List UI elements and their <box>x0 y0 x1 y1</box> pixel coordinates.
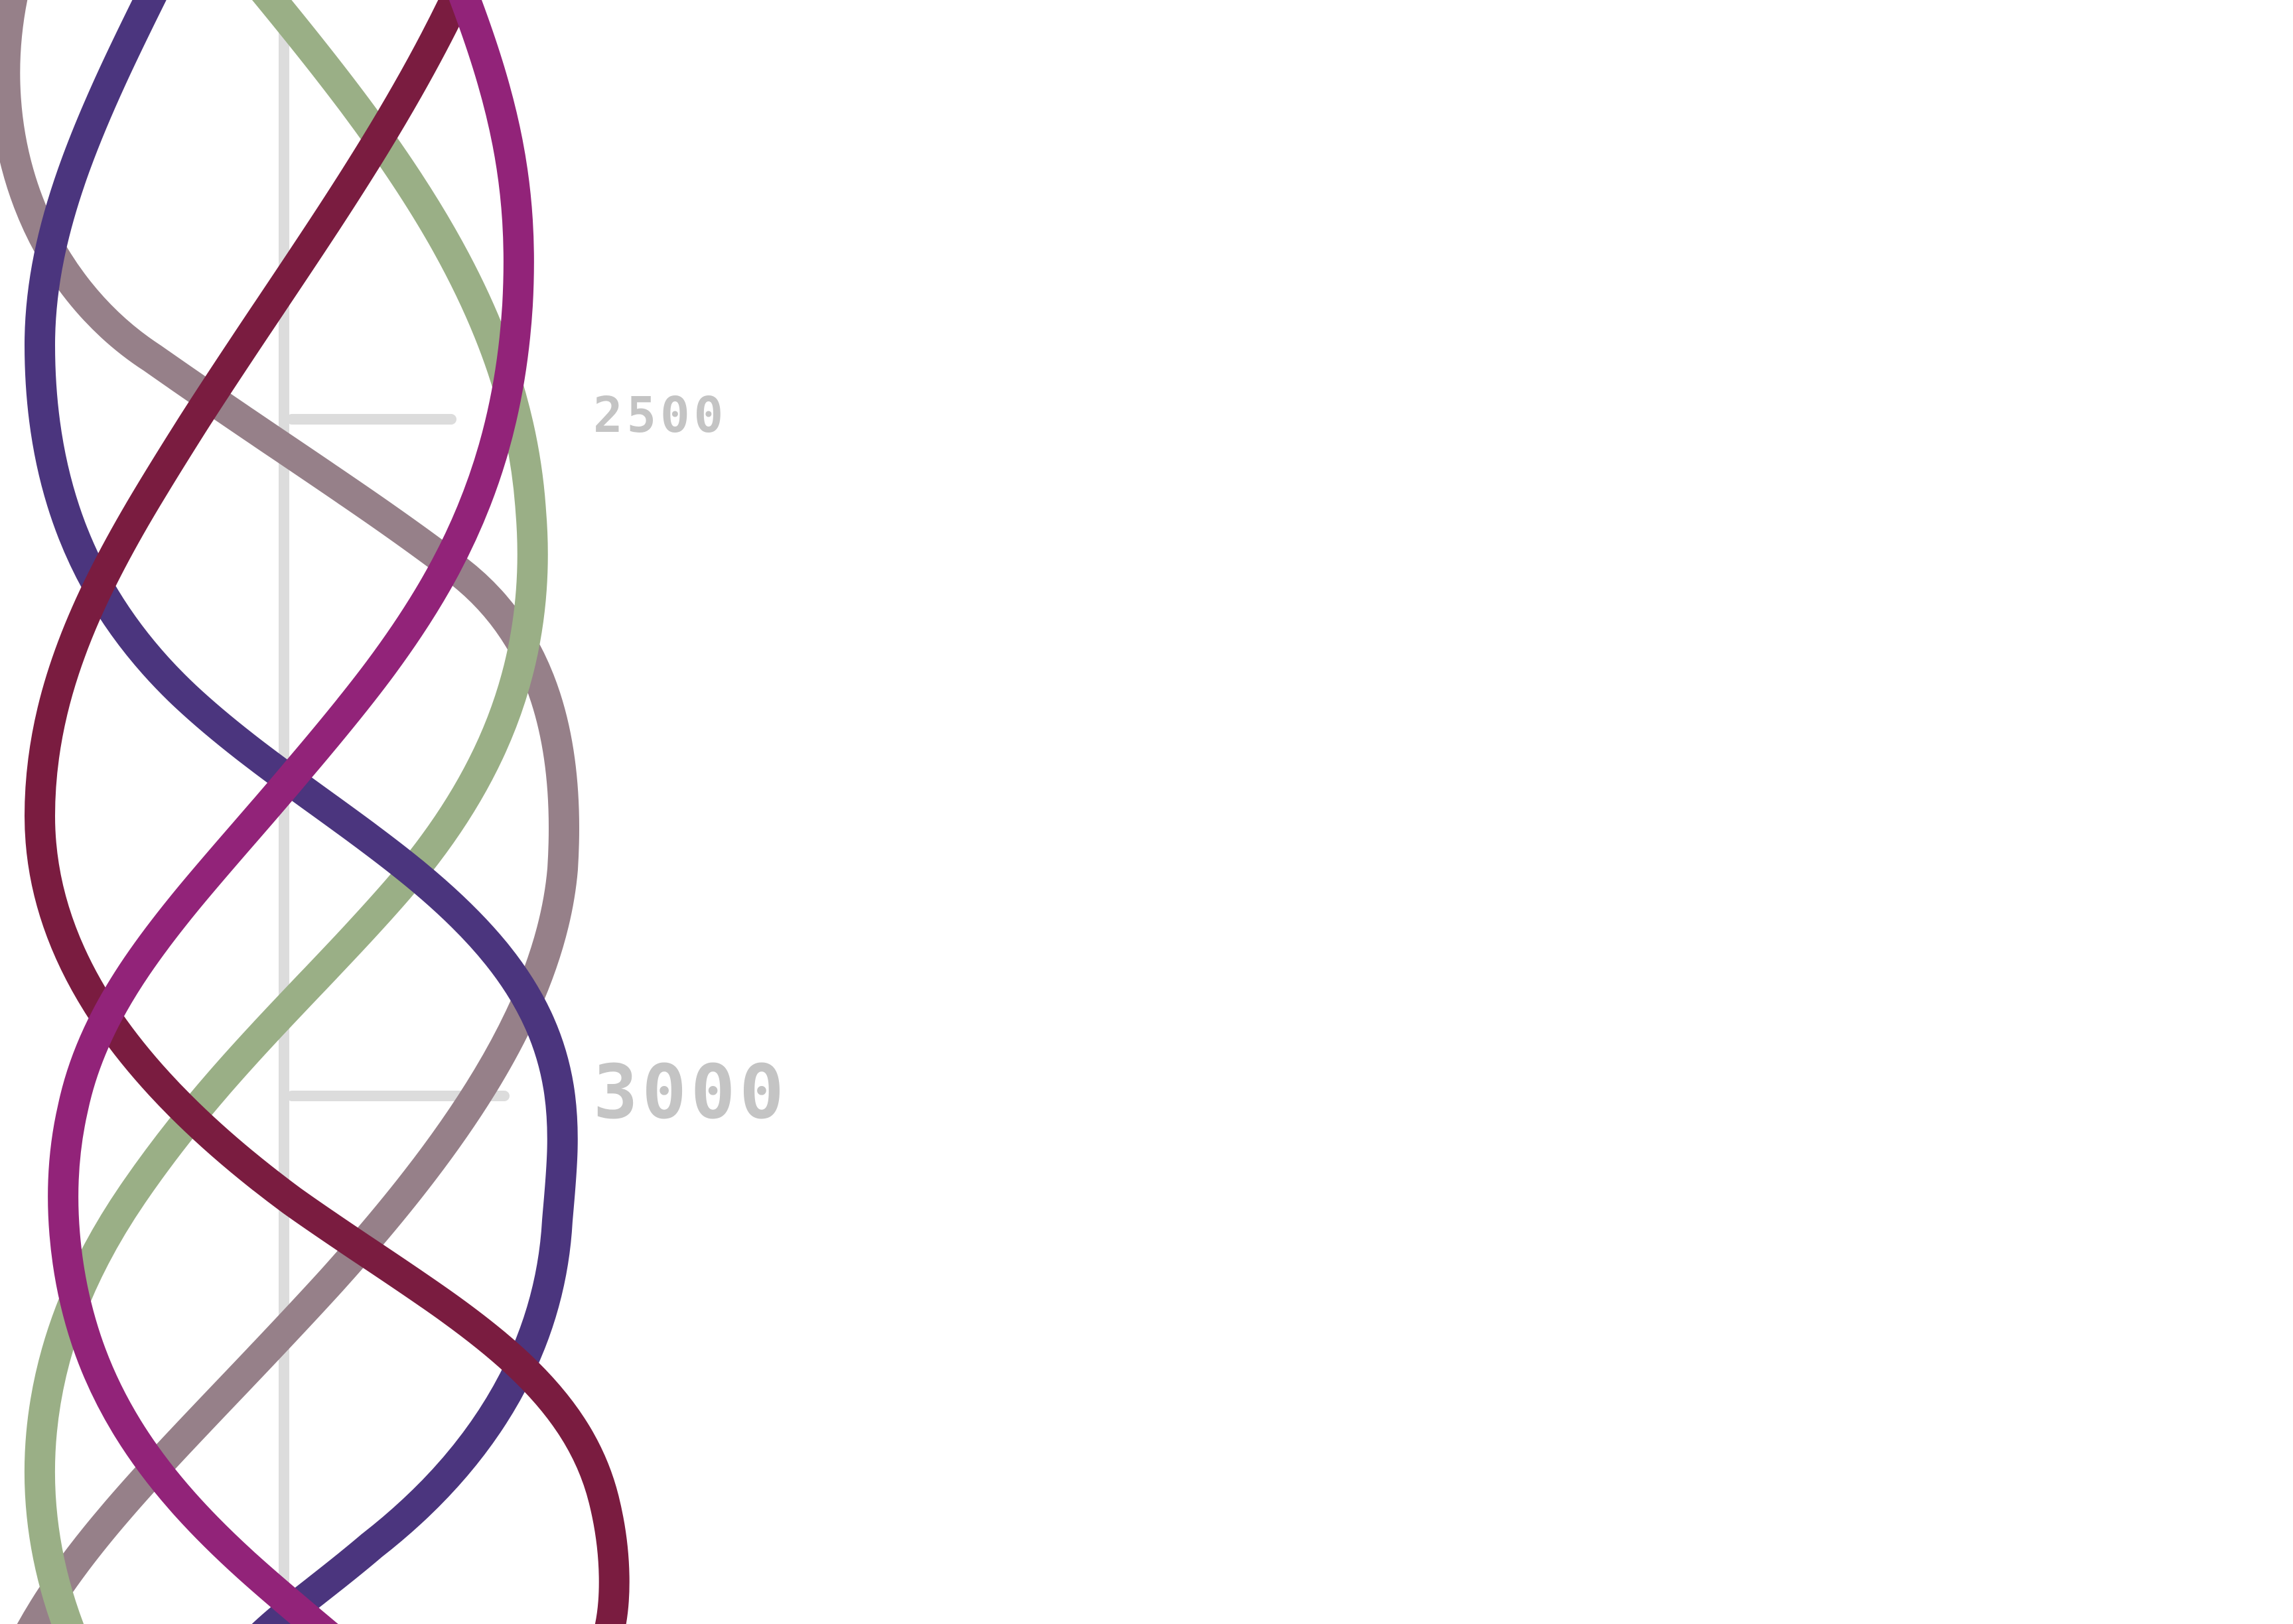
marker-label-2500: 2500 <box>593 387 727 444</box>
strand-magenta <box>48 0 534 1624</box>
strand-burgundy <box>24 0 630 1624</box>
strand-indigo <box>24 0 578 1624</box>
marker-label-3000: 3000 <box>593 1049 788 1136</box>
scale-labels: 2500 3000 <box>593 387 788 1136</box>
strand-mauve-grey <box>0 0 579 1624</box>
ribbon-strands <box>0 0 630 1624</box>
